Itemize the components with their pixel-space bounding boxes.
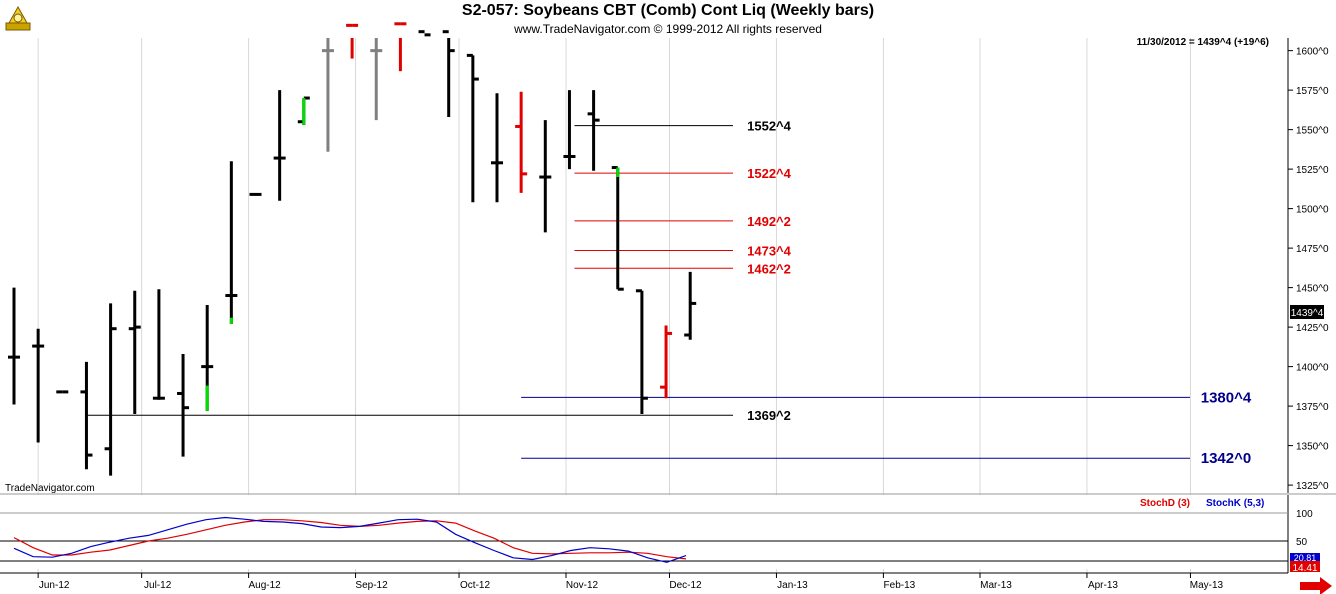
level-label: 1522^4 [747,166,792,181]
stochastic-lines [13,516,687,563]
level-label: 1492^2 [747,214,791,229]
title-bar: S2-057: Soybeans CBT (Comb) Cont Liq (We… [0,0,1336,38]
price-panel [0,38,1288,493]
copyright-notice: www.TradeNavigator.com © 1999-2012 All r… [514,22,822,36]
price-axis: 1325^0 1350^0 1375^0 1400^0 1425^0 1450^0 1475… [1288,47,1329,492]
stochk-line [13,516,687,563]
price-tick-label: 1550^0 [1296,126,1329,137]
price-tick-label: 1475^0 [1296,244,1329,255]
date-tick-label: Feb-13 [884,580,916,591]
level-label: 1462^2 [747,261,791,276]
trade-navigator-logo-icon [5,5,31,31]
vertical-gridlines [37,38,1191,573]
price-tick-label: 1350^0 [1296,442,1329,453]
date-tick-label: Apr-13 [1088,580,1118,591]
level-lines: 1552^4 1522^4 1492^2 1473^4 1462^2 1380^4 1369… [86,119,1252,467]
stochastic-value-markers: 20.81 14.41 [1290,553,1320,574]
date-tick-label: Aug-12 [248,580,281,591]
price-tick-label: 1425^0 [1296,323,1329,334]
date-tick-label: Jan-13 [777,580,808,591]
level-label: 1380^4 [1201,389,1252,406]
stochd-legend: StochD (3) [1140,498,1190,509]
stochastic-gridlines: 50 100 [0,509,1313,562]
chart-title: S2-057: Soybeans CBT (Comb) Cont Liq (We… [461,2,875,19]
price-tick-label: 1600^0 [1296,47,1329,58]
watermark: TradeNavigator.com [5,483,95,494]
price-tick-label: 1525^0 [1296,165,1329,176]
price-tick-label: 1400^0 [1296,363,1329,374]
date-axis: Jun-12 Jul-12 Aug-12 Sep-12 Oct-12 Nov-12 Dec-… [37,573,1224,591]
date-tick-label: May-13 [1190,580,1224,591]
level-label: 1369^2 [747,408,791,423]
date-tick-label: Oct-12 [460,580,490,591]
ohlc-bars [8,22,697,476]
stochastic-tick-label: 100 [1296,509,1313,520]
date-tick-label: Dec-12 [669,580,702,591]
stochk-last-value: 20.81 [1294,553,1317,563]
price-tick-label: 1375^0 [1296,402,1329,413]
price-tick-label: 1575^0 [1296,86,1329,97]
date-tick-label: Mar-13 [980,580,1012,591]
date-tick-label: Nov-12 [566,580,599,591]
price-tick-label: 1325^0 [1296,481,1329,492]
stochastic-tick-label: 50 [1296,537,1308,548]
current-price-label: 1439^4 [1291,308,1324,319]
date-tick-label: Jun-12 [39,580,70,591]
stochd-last-value: 14.41 [1292,563,1317,574]
price-tick-label: 1500^0 [1296,205,1329,216]
date-tick-label: Sep-12 [355,580,388,591]
last-quote-label: 11/30/2012 = 1439^4 (+19^6) [1137,37,1269,48]
scroll-right-arrow-icon[interactable] [1300,577,1332,594]
date-tick-label: Jul-12 [144,580,172,591]
stochd-line [13,519,687,560]
current-price-marker: 1439^4 [1290,305,1324,319]
level-label: 1552^4 [747,119,792,134]
stochk-legend: StochK (5,3) [1206,498,1264,509]
level-label: 1342^0 [1201,450,1251,467]
stochastic-panel [0,495,1288,569]
price-tick-label: 1450^0 [1296,284,1329,295]
level-label: 1473^4 [747,243,792,258]
